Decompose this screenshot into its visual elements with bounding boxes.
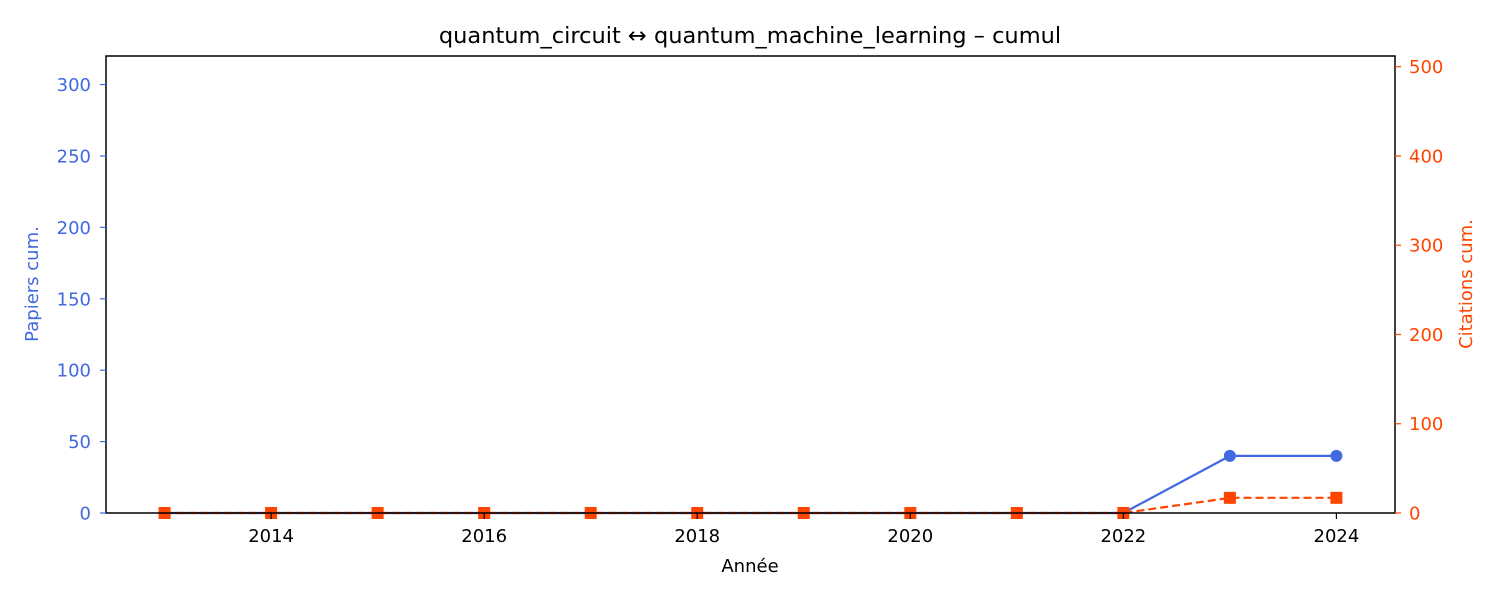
plot-area <box>158 449 1343 519</box>
x-tick-label-2014: 2014 <box>248 526 294 547</box>
series-line-citations <box>164 496 1337 515</box>
y-left-tick-label-0: 0 <box>80 504 91 525</box>
citations-point-2023 <box>1223 491 1236 504</box>
x-axis-label: Année <box>721 556 778 577</box>
series-line-papers <box>164 454 1337 515</box>
x-tick-label-2018: 2018 <box>674 526 720 547</box>
x-tick-label-2020: 2020 <box>887 526 933 547</box>
y-left-tick-label-300: 300 <box>57 75 91 96</box>
y-left-tick-label-100: 100 <box>57 361 91 382</box>
y-right-tick-label-200: 200 <box>1409 325 1443 346</box>
papers-point-2023 <box>1223 449 1236 462</box>
y-right-tick-label-100: 100 <box>1409 414 1443 435</box>
y-right-tick-label-500: 500 <box>1409 57 1443 78</box>
y-left-tick-label-200: 200 <box>57 218 91 239</box>
y-right-tick-label-300: 300 <box>1409 236 1443 257</box>
y-left-tick-label-150: 150 <box>57 289 91 310</box>
citations-point-2024 <box>1330 491 1343 504</box>
y-left-tick-label-250: 250 <box>57 146 91 167</box>
y-right-tick-label-0: 0 <box>1409 504 1420 525</box>
plot-frame <box>105 55 1396 514</box>
papers-point-2024 <box>1330 449 1343 462</box>
x-tick-label-2024: 2024 <box>1314 526 1360 547</box>
y-right-tick-label-400: 400 <box>1409 146 1443 167</box>
y-axis-left-label: Papiers cum. <box>22 226 43 342</box>
y-axis-right-label: Citations cum. <box>1456 219 1477 349</box>
axes: 2014 2016 2018 2020 2022 2024 0 50 100 150 200 250 3… <box>57 55 1443 547</box>
y-left-tick-label-50: 50 <box>68 432 91 453</box>
x-tick-label-2022: 2022 <box>1100 526 1146 547</box>
chart-title: quantum_circuit ↔ quantum_machine_learni… <box>439 23 1061 49</box>
x-tick-label-2016: 2016 <box>461 526 507 547</box>
